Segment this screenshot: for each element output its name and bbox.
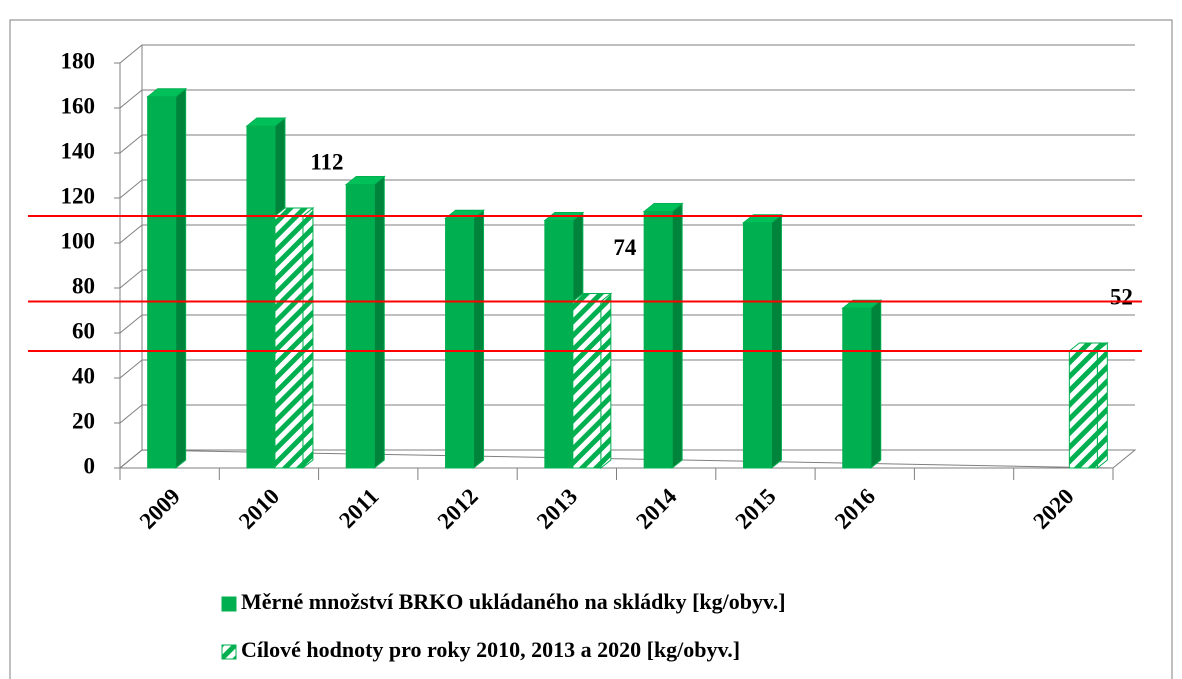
bar-side: [1096, 341, 1108, 470]
grid-line: [119, 224, 1135, 244]
bar-front: [445, 217, 475, 469]
grid-line: [119, 134, 1135, 154]
bar: [344, 175, 386, 470]
y-tick-label: 0: [84, 453, 96, 478]
bar: [543, 211, 585, 470]
grid-line: [119, 359, 1135, 379]
bar: [571, 292, 613, 470]
bar-side: [473, 209, 485, 470]
x-tick-label: 2010: [234, 484, 284, 534]
grid-line: [119, 449, 1135, 469]
x-tick-label: 2016: [830, 484, 880, 534]
bar: [1067, 341, 1109, 470]
bar-front: [147, 96, 177, 469]
data-label: 74: [613, 235, 637, 260]
bar: [642, 202, 684, 470]
y-tick-label: 100: [61, 228, 96, 253]
y-tick-label: 120: [61, 183, 96, 208]
y-tick-label: 160: [61, 93, 96, 118]
bar-side: [302, 206, 314, 470]
bar-front: [544, 220, 574, 469]
bar: [742, 213, 783, 470]
bar: [444, 209, 485, 470]
bar: [146, 87, 188, 470]
legend-swatch: [221, 596, 237, 612]
grid-line: [119, 89, 1135, 109]
grid-line: [119, 179, 1135, 199]
bar-side: [175, 87, 187, 470]
bar-front: [842, 307, 872, 469]
y-tick-label: 60: [72, 318, 95, 343]
bar-side: [770, 213, 782, 470]
y-tick-label: 140: [61, 138, 96, 163]
x-tick-label: 2014: [631, 483, 682, 534]
bar-side: [671, 202, 683, 470]
x-tick-label: 2013: [532, 484, 582, 534]
y-tick-label: 180: [61, 48, 96, 73]
legend-label: Měrné množství BRKO ukládaného na skládk…: [241, 589, 786, 614]
bar-front: [345, 184, 375, 469]
bar: [841, 299, 883, 470]
x-tick-label: 2015: [731, 484, 781, 534]
grid-line: [119, 269, 1135, 289]
bar-front: [1068, 350, 1098, 469]
legend-label: Cílové hodnoty pro roky 2010, 2013 a 202…: [241, 637, 740, 662]
bar-front: [742, 222, 772, 469]
chart-border: [9, 19, 1173, 679]
legend-swatch: [221, 644, 237, 660]
y-tick-label: 80: [72, 273, 95, 298]
bar-front: [274, 215, 304, 469]
bar-front: [572, 301, 602, 469]
grid-line: [119, 44, 1135, 64]
x-tick-label: 2011: [334, 484, 383, 533]
bar-front: [246, 125, 276, 469]
bar-side: [600, 292, 612, 470]
x-tick-label: 2009: [135, 484, 185, 534]
bar-front: [643, 211, 673, 469]
data-label: 112: [310, 149, 343, 174]
bar-side: [373, 175, 385, 470]
y-tick-label: 40: [72, 363, 95, 388]
data-label: 52: [1110, 284, 1133, 309]
grid-line: [119, 404, 1135, 424]
bar: [273, 206, 315, 470]
x-tick-label: 2012: [433, 484, 483, 534]
grid-line: [119, 314, 1135, 334]
y-tick-label: 20: [72, 408, 95, 433]
x-tick-label: 2020: [1028, 484, 1078, 534]
bar-side: [870, 299, 882, 470]
